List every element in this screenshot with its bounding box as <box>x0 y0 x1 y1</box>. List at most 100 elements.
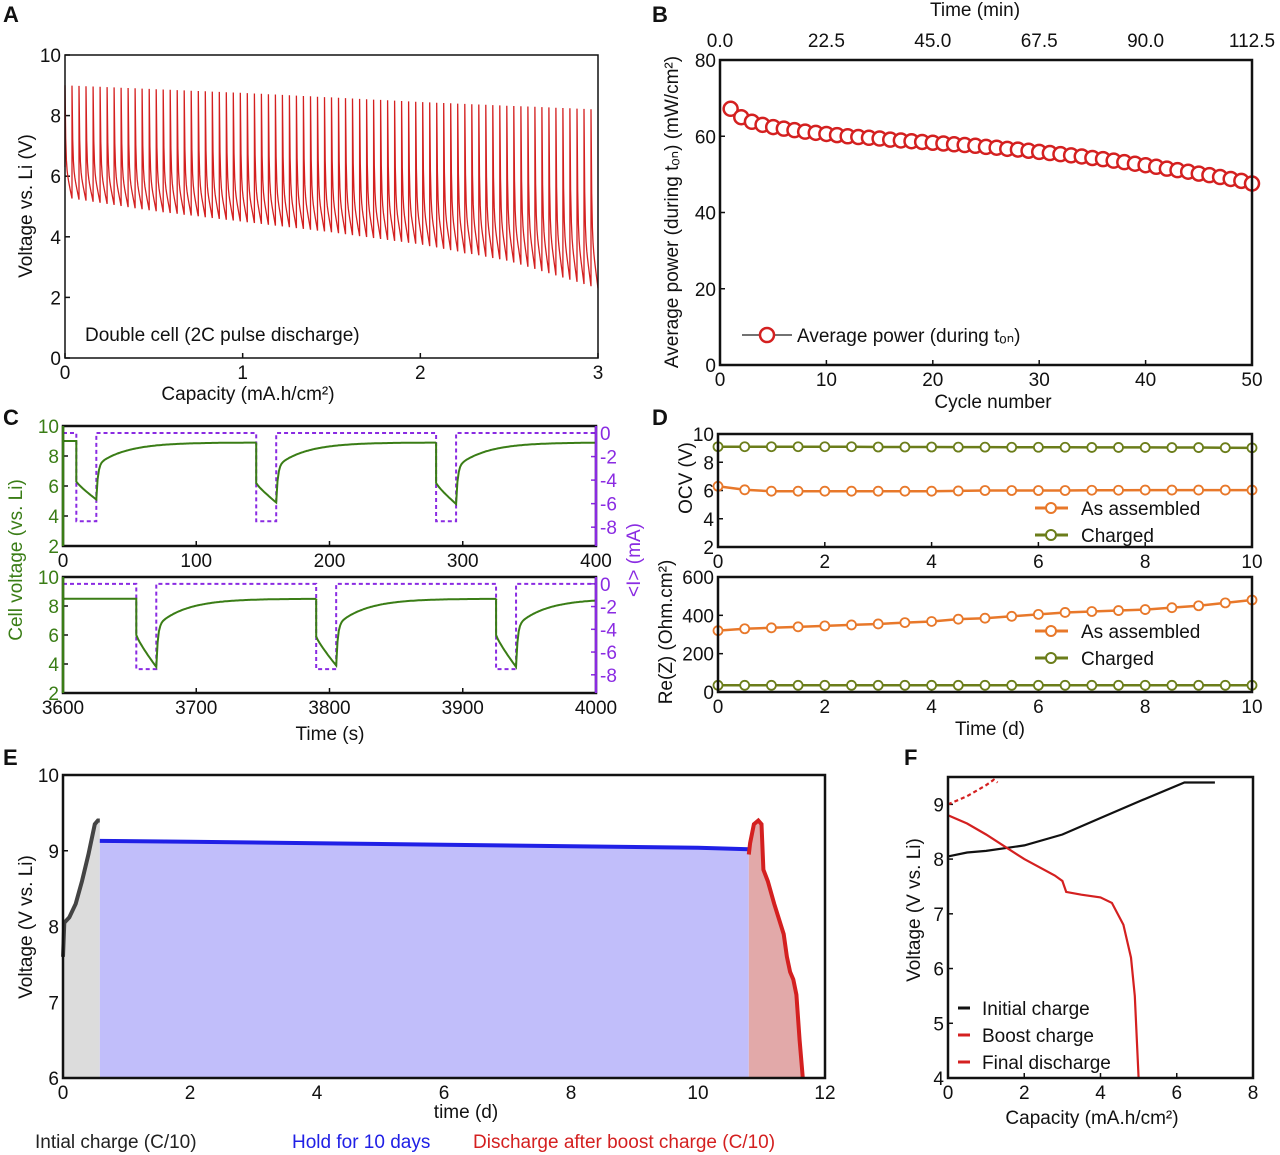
y-axis-label: Voltage vs. Li (V) <box>16 134 37 278</box>
x2-axis-label: Time (min) <box>930 0 1020 21</box>
x-tick-label: 8 <box>1248 1083 1259 1104</box>
data-point <box>872 485 884 497</box>
legend-label: Hold for 10 days <box>292 1132 430 1153</box>
data-point <box>979 679 991 691</box>
y-tick-label: 6 <box>48 626 59 647</box>
x-tick-label: 8 <box>1140 552 1151 573</box>
data-point <box>766 622 777 634</box>
x2-tick-label: 90.0 <box>1127 31 1164 52</box>
y-axis-label: Cell voltage (vs. Li) <box>6 479 27 641</box>
y-tick-label: 8 <box>48 597 59 618</box>
panel-f <box>946 775 1255 1080</box>
data-point <box>1193 484 1204 496</box>
legend-label: Discharge after boost charge (C/10) <box>473 1132 775 1153</box>
data-point <box>1059 441 1071 453</box>
x-tick-label: 0 <box>713 552 724 573</box>
data-point <box>739 441 751 453</box>
legend-label: Charged <box>1081 649 1154 670</box>
plot-frame <box>64 54 599 359</box>
y-tick-label: 8 <box>703 453 714 474</box>
y-tick-label: 60 <box>695 127 716 148</box>
plot-frame <box>718 58 1254 367</box>
data-point <box>1059 485 1071 496</box>
data-point <box>952 679 964 691</box>
x-tick-label: 4 <box>926 552 937 573</box>
series-line <box>947 781 1215 858</box>
y2-tick-label: -6 <box>600 643 617 664</box>
x-tick-label: 200 <box>314 551 346 572</box>
legend-marker <box>1045 625 1057 637</box>
series-line <box>947 778 999 806</box>
x-axis-label: Capacity (mA.h/cm²) <box>161 384 334 405</box>
data-point <box>1006 485 1018 496</box>
y-tick-label: 10 <box>693 425 714 446</box>
data-point <box>952 441 964 453</box>
plot-frame <box>716 575 1254 694</box>
y-axis-label: Voltage (V vs. Li) <box>16 855 37 999</box>
data-point <box>926 616 937 627</box>
x-tick-label: 2 <box>415 363 426 384</box>
x-tick-label: 2 <box>820 697 831 718</box>
panel-e <box>61 773 827 1080</box>
x-axis-label: Cycle number <box>934 392 1052 413</box>
x2-tick-label: 45.0 <box>914 31 951 52</box>
y-tick-label: 0 <box>705 356 716 377</box>
legend-label: Final discharge <box>982 1053 1111 1074</box>
legend-label: Charged <box>1081 526 1154 547</box>
y2-tick-label: -8 <box>600 518 617 539</box>
data-point <box>1006 679 1018 691</box>
x-tick-label: 0 <box>58 551 69 572</box>
data-point <box>1086 442 1098 453</box>
x-tick-label: 300 <box>447 551 479 572</box>
series-line <box>746 817 805 1079</box>
data-point <box>1139 679 1151 691</box>
power-point <box>722 100 739 118</box>
panel-label-B: B <box>652 2 668 27</box>
y2-tick-label: 0 <box>600 575 611 596</box>
y2-tick-label: -4 <box>600 620 617 641</box>
legend-label: Intial charge (C/10) <box>35 1132 197 1153</box>
data-point <box>846 619 857 631</box>
y-tick-label: 6 <box>933 960 944 981</box>
data-point <box>819 620 831 632</box>
x-tick-label: 30 <box>1029 370 1050 391</box>
data-point <box>872 679 884 691</box>
data-point <box>819 679 831 691</box>
data-point <box>899 617 911 629</box>
x-tick-label: 3 <box>593 363 604 384</box>
data-point <box>792 679 804 691</box>
x2-tick-label: 112.5 <box>1229 31 1275 52</box>
x-tick-label: 100 <box>180 551 212 572</box>
x-tick-label: 8 <box>566 1083 577 1104</box>
data-point <box>1193 442 1204 453</box>
x-axis-label: Time (s) <box>296 724 365 745</box>
panel-d1 <box>712 432 1258 549</box>
data-point <box>1139 484 1151 496</box>
data-point <box>872 618 884 630</box>
voltage-trace <box>63 440 596 507</box>
panel-label-A: A <box>3 2 19 27</box>
data-point <box>1113 679 1124 691</box>
y2-axis-label: <I> (mA) <box>624 523 645 597</box>
y2-tick-label: -2 <box>600 448 617 469</box>
panel-annotation: Double cell (2C pulse discharge) <box>85 325 360 346</box>
data-point <box>819 441 831 453</box>
data-point <box>1086 679 1098 691</box>
x-axis-label: time (d) <box>434 1102 498 1123</box>
y-tick-label: 10 <box>38 568 59 589</box>
data-point <box>979 612 991 624</box>
x-tick-label: 2 <box>185 1083 196 1104</box>
series-line <box>947 814 1140 1079</box>
data-point <box>1166 484 1178 496</box>
voltage-trace <box>63 597 597 670</box>
y2-tick-label: -4 <box>600 471 617 492</box>
x-tick-label: 4 <box>1095 1083 1106 1104</box>
data-point <box>1113 484 1124 496</box>
x-tick-label: 0 <box>715 370 726 391</box>
y-tick-label: 2 <box>50 288 61 309</box>
legend-label: As assembled <box>1081 499 1200 520</box>
pulse-discharge-curve <box>64 85 599 289</box>
data-point <box>1166 679 1178 691</box>
legend-label: Initial charge <box>982 999 1090 1020</box>
series-area <box>748 820 803 1078</box>
